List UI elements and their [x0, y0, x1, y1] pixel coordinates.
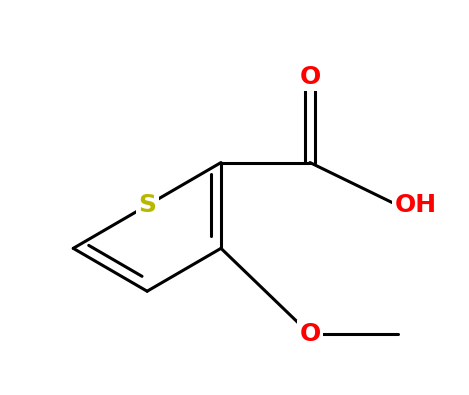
Text: S: S [138, 194, 156, 217]
Text: O: O [299, 65, 321, 89]
Text: O: O [299, 322, 321, 346]
Text: OH: OH [394, 194, 437, 217]
